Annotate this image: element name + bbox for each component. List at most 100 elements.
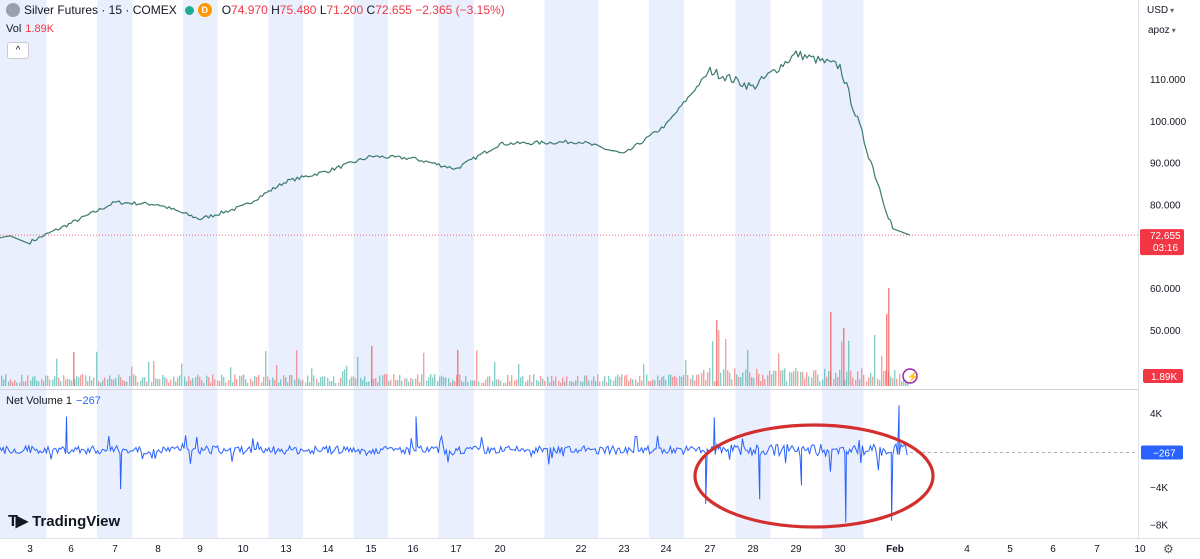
volume-bar xyxy=(239,375,241,386)
collapse-legend-button[interactable]: ^ xyxy=(7,42,29,59)
volume-bar xyxy=(401,380,403,386)
symbol-title[interactable]: Silver Futures · 15 · COMEX xyxy=(24,3,177,17)
volume-bar xyxy=(107,379,109,386)
volume-bar xyxy=(322,376,324,386)
volume-bar xyxy=(562,377,564,386)
time-axis-label: 13 xyxy=(280,544,292,555)
volume-bar xyxy=(243,374,245,386)
volume-bar xyxy=(850,370,852,386)
volume-bar xyxy=(494,362,496,386)
volume-bar xyxy=(531,381,533,386)
volume-bar xyxy=(445,377,447,386)
volume-bar xyxy=(423,352,425,386)
volume-bar xyxy=(91,380,93,386)
volume-bar xyxy=(457,350,459,386)
volume-bar xyxy=(399,375,401,386)
session-band xyxy=(353,0,388,538)
volume-bar xyxy=(133,374,135,386)
volume-bar xyxy=(74,379,76,386)
volume-bar xyxy=(470,380,472,386)
badge-d[interactable]: D xyxy=(197,3,212,17)
volume-bar xyxy=(500,380,502,386)
volume-bar xyxy=(111,379,113,386)
currency-selector[interactable]: USD ▾ xyxy=(1147,5,1175,16)
volume-bar xyxy=(30,380,32,386)
chevron-down-icon: ▾ xyxy=(1170,6,1175,15)
volume-bar xyxy=(894,370,896,386)
volume-bar xyxy=(360,377,362,386)
ohlc-values: O74.970 H75.480 L71.200 C72.655 −2.365 (… xyxy=(221,3,505,17)
volume-bar xyxy=(179,375,181,386)
volume-bar xyxy=(351,376,353,386)
volume-bar xyxy=(313,375,315,386)
volume-bar xyxy=(474,380,476,386)
volume-bar xyxy=(747,349,749,386)
volume-bar xyxy=(60,381,62,386)
volume-bar xyxy=(687,375,689,386)
volume-bar xyxy=(265,351,267,386)
volume-bar xyxy=(701,373,703,386)
time-axis-label: 17 xyxy=(450,544,462,555)
volume-bar xyxy=(694,380,696,386)
volume-bar xyxy=(866,381,868,386)
volume-bar xyxy=(723,369,725,386)
volume-bar xyxy=(335,382,337,386)
volume-bar xyxy=(549,382,551,386)
volume-bar xyxy=(778,353,780,386)
volume-bar xyxy=(698,374,700,386)
volume-bar xyxy=(489,375,491,386)
chart-header: Silver Futures · 15 · COMEX D O74.970 H7… xyxy=(6,3,505,17)
time-axis-label: 8 xyxy=(155,544,161,555)
volume-bar xyxy=(782,370,784,386)
volume-bar xyxy=(839,369,841,386)
unit-selector[interactable]: apoz ▾ xyxy=(1148,25,1176,36)
volume-bar xyxy=(476,350,478,386)
volume-bar xyxy=(522,376,524,386)
volume-bar xyxy=(27,375,29,386)
time-axis-label: 30 xyxy=(834,544,846,555)
time-axis-label: 10 xyxy=(1134,544,1146,555)
volume-bar xyxy=(395,379,397,386)
volume-bar xyxy=(822,379,824,386)
time-axis-label: 6 xyxy=(68,544,74,555)
volume-bar xyxy=(443,376,445,386)
volume-bar xyxy=(639,375,641,386)
volume-bar xyxy=(225,382,227,386)
volume-bar xyxy=(654,380,656,386)
volume-bar xyxy=(564,381,566,386)
ohlc-change: −2.365 (−3.15%) xyxy=(415,3,505,17)
volume-bar xyxy=(219,381,221,386)
tradingview-logo[interactable]: T▶ TradingView xyxy=(8,511,120,531)
volume-bar xyxy=(126,381,128,386)
volume-bar xyxy=(885,370,887,386)
volume-bar xyxy=(525,382,527,386)
time-axis-label: 29 xyxy=(790,544,802,555)
net-volume-legend[interactable]: Net Volume 1 −267 xyxy=(6,395,101,407)
volume-bar xyxy=(397,379,399,386)
volume-bar xyxy=(157,379,159,386)
volume-legend[interactable]: Vol 1.89K xyxy=(6,23,55,35)
volume-bar xyxy=(536,380,538,386)
session-band xyxy=(268,0,303,538)
volume-bar xyxy=(463,382,465,386)
volume-bar xyxy=(780,370,782,386)
volume-bar xyxy=(901,381,903,386)
volume-bar xyxy=(738,377,740,386)
gear-icon[interactable]: ⚙ xyxy=(1163,542,1174,556)
net-volume-last-badge xyxy=(1141,445,1183,460)
volume-bar xyxy=(454,381,456,386)
volume-bar xyxy=(795,368,797,386)
volume-bar xyxy=(591,380,593,386)
volume-bar xyxy=(357,356,359,386)
volume-bar xyxy=(5,374,7,386)
volume-bar xyxy=(333,376,335,386)
volume-bar xyxy=(309,381,311,386)
volume-bar xyxy=(846,371,848,386)
volume-bar xyxy=(855,380,857,386)
volume-bar xyxy=(492,381,494,386)
volume-bar xyxy=(742,372,744,386)
volume-bar xyxy=(505,382,507,386)
volume-bar xyxy=(69,379,71,386)
lightning-icon[interactable] xyxy=(902,368,918,384)
